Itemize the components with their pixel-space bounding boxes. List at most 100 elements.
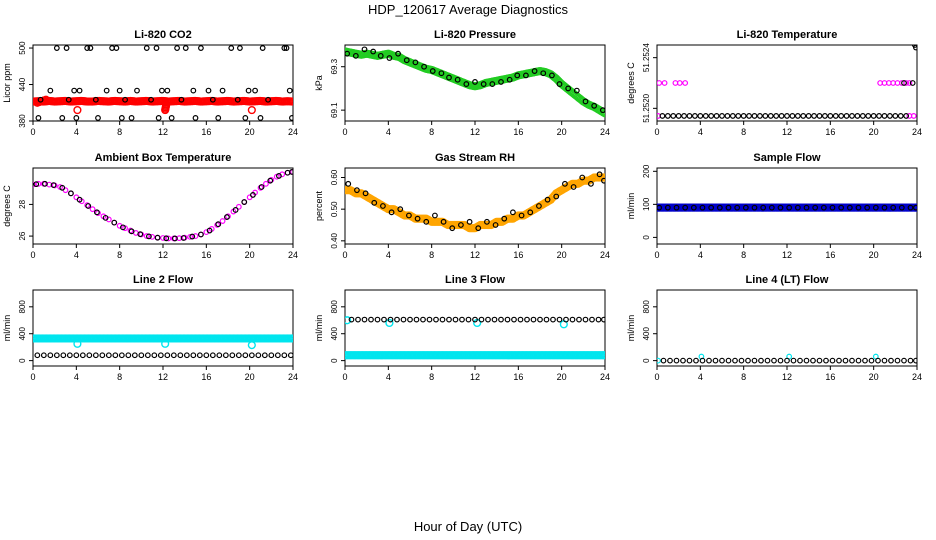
data-point: [361, 46, 368, 53]
data-point: [524, 316, 530, 323]
data-point: [35, 115, 42, 121]
data-point: [778, 113, 785, 119]
data-point: [423, 218, 430, 225]
data-point: [576, 316, 582, 323]
data-point: [190, 352, 197, 359]
data-point: [187, 233, 193, 240]
data-point: [290, 169, 293, 175]
panel-co2: Li-820 CO2 Licor ppm 0 4 8 12 16 20 24 380 440 500: [2, 29, 298, 137]
data-point: [463, 81, 470, 87]
data-point: [426, 316, 433, 323]
data-point: [86, 352, 93, 359]
data-point: [601, 177, 605, 184]
data-point: [746, 113, 752, 119]
data-point: [762, 113, 769, 119]
data-point: [219, 218, 226, 224]
data-point: [872, 204, 879, 211]
x-tick-label: 4: [386, 372, 391, 382]
data-point: [414, 215, 421, 222]
x-tick-label: 16: [825, 127, 835, 137]
data-point: [702, 113, 709, 119]
data-point: [157, 352, 164, 359]
data-point: [355, 316, 361, 323]
data-point: [247, 341, 256, 350]
data-point: [345, 316, 352, 325]
data-point: [180, 235, 187, 241]
data-point: [573, 87, 580, 94]
data-point: [63, 45, 70, 51]
data-point: [276, 173, 282, 179]
data-point: [890, 204, 897, 211]
x-tick-label: 20: [557, 250, 567, 260]
data-point: [582, 316, 589, 323]
x-tick-label: 24: [600, 250, 610, 260]
x-tick-label: 4: [698, 127, 703, 137]
data-point: [449, 225, 456, 232]
data-point: [478, 316, 485, 323]
data-point: [579, 174, 586, 181]
data-point: [729, 113, 736, 119]
data-point: [472, 79, 478, 85]
data-point: [412, 59, 419, 66]
data-point: [846, 204, 853, 211]
y-axis-label: Licor ppm: [2, 63, 12, 103]
x-tick-label: 16: [513, 127, 523, 137]
y-tick-label: 51.2520: [642, 93, 651, 122]
data-point: [234, 96, 241, 103]
data-point: [659, 113, 666, 119]
data-point: [854, 113, 861, 119]
x-tick-label: 20: [869, 250, 879, 260]
data-point: [400, 316, 407, 323]
data-point: [394, 316, 400, 323]
data-point: [281, 352, 288, 359]
data-point: [388, 209, 395, 216]
data-point: [489, 81, 496, 87]
y-tick-label: 0: [330, 358, 339, 363]
data-point: [913, 357, 917, 364]
data-point: [258, 184, 265, 190]
data-point: [151, 352, 158, 359]
data-points: [33, 169, 293, 242]
x-tick-label: 8: [429, 127, 434, 137]
data-point: [381, 316, 387, 323]
x-tick-label: 12: [782, 127, 792, 137]
data-point: [371, 199, 378, 206]
x-tick-label: 20: [869, 372, 879, 382]
panel-temperature: Li-820 Temperature degrees C 0 4 8 12 16 20 24 51…: [626, 29, 922, 137]
plot-frame: [656, 289, 918, 367]
data-point: [283, 45, 290, 51]
data-point: [661, 80, 668, 86]
data-point: [241, 199, 248, 205]
data-point: [406, 212, 412, 219]
data-point: [673, 204, 680, 211]
data-point: [198, 45, 204, 51]
data-point: [125, 352, 132, 359]
data-point: [53, 352, 60, 359]
data-point: [797, 357, 803, 364]
data-point: [68, 190, 74, 197]
x-tick-label: 24: [912, 127, 922, 137]
data-point: [892, 113, 899, 119]
data-point: [71, 87, 78, 94]
x-tick-label: 0: [342, 127, 347, 137]
data-point: [35, 180, 42, 187]
data-point: [209, 352, 216, 359]
data-point: [288, 334, 293, 343]
x-tick-label: 0: [654, 127, 659, 137]
data-point: [33, 181, 36, 188]
data-point: [85, 203, 92, 209]
data-point: [699, 357, 706, 364]
data-point: [686, 113, 693, 119]
data-point: [65, 96, 72, 103]
data-point: [50, 182, 57, 189]
data-point: [348, 316, 355, 323]
data-point: [73, 115, 80, 121]
data-point: [215, 221, 222, 228]
y-tick-label: 26: [18, 231, 27, 240]
data-point: [153, 45, 160, 51]
panel-sample_flow: Sample Flow ml/min 0 4 8 12 16 20 24 0 100 200: [626, 152, 922, 260]
data-point: [165, 235, 172, 242]
data-point: [868, 357, 875, 364]
data-point: [859, 113, 866, 119]
